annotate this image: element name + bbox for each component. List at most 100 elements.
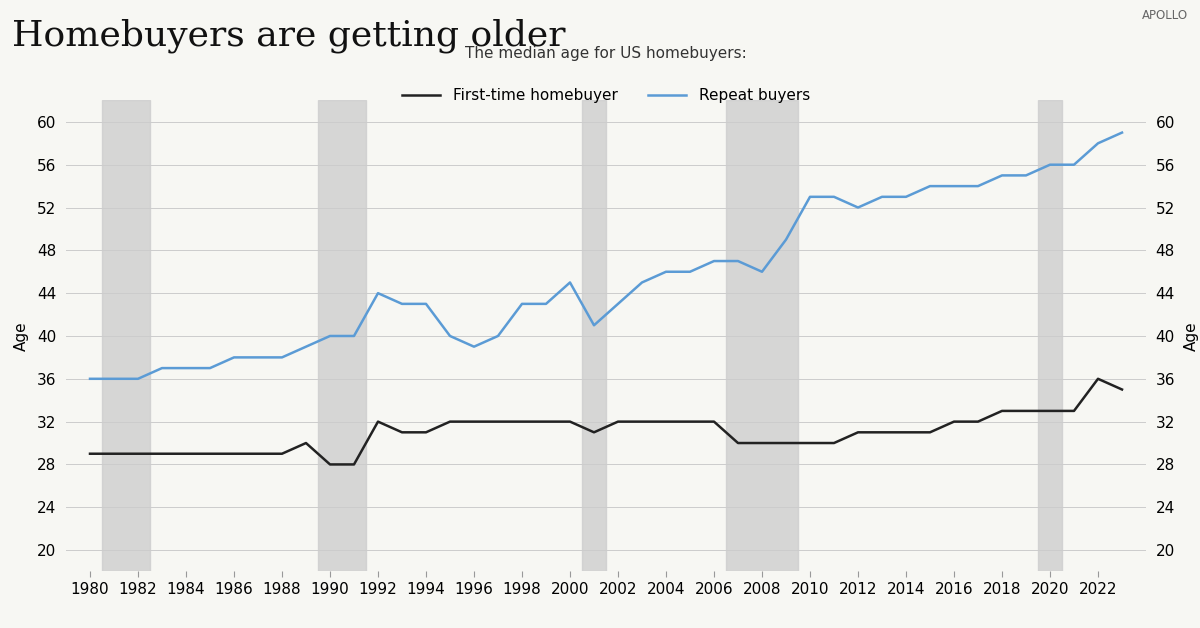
First-time homebuyer xyxy=(371,418,385,425)
Repeat buyers xyxy=(875,193,889,200)
Y-axis label: Age: Age xyxy=(13,321,29,351)
Repeat buyers xyxy=(515,300,529,308)
Repeat buyers xyxy=(155,364,169,372)
First-time homebuyer xyxy=(131,450,145,457)
Repeat buyers xyxy=(107,375,121,382)
Repeat buyers xyxy=(923,182,937,190)
Repeat buyers xyxy=(683,268,697,276)
Repeat buyers xyxy=(251,354,265,361)
Repeat buyers xyxy=(1067,161,1081,168)
Repeat buyers xyxy=(995,171,1009,179)
Repeat buyers xyxy=(227,354,241,361)
First-time homebuyer xyxy=(179,450,193,457)
First-time homebuyer xyxy=(659,418,673,425)
First-time homebuyer xyxy=(731,439,745,447)
Line: First-time homebuyer: First-time homebuyer xyxy=(90,379,1122,465)
Repeat buyers xyxy=(371,290,385,297)
Repeat buyers xyxy=(563,279,577,286)
First-time homebuyer xyxy=(1091,375,1105,382)
First-time homebuyer xyxy=(899,428,913,436)
First-time homebuyer xyxy=(251,450,265,457)
Repeat buyers xyxy=(899,193,913,200)
Bar xyxy=(1038,100,1062,571)
Repeat buyers xyxy=(395,300,409,308)
First-time homebuyer xyxy=(347,461,361,468)
First-time homebuyer xyxy=(83,450,97,457)
First-time homebuyer xyxy=(971,418,985,425)
Text: Homebuyers are getting older: Homebuyers are getting older xyxy=(12,19,565,53)
Repeat buyers xyxy=(731,257,745,265)
First-time homebuyer xyxy=(491,418,505,425)
First-time homebuyer xyxy=(443,418,457,425)
Repeat buyers xyxy=(827,193,841,200)
Repeat buyers xyxy=(179,364,193,372)
First-time homebuyer xyxy=(155,450,169,457)
First-time homebuyer xyxy=(635,418,649,425)
Repeat buyers xyxy=(1115,129,1129,136)
First-time homebuyer xyxy=(323,461,337,468)
Repeat buyers xyxy=(203,364,217,372)
Text: APOLLO: APOLLO xyxy=(1142,9,1188,23)
Repeat buyers xyxy=(347,332,361,340)
First-time homebuyer xyxy=(875,428,889,436)
Repeat buyers xyxy=(1019,171,1033,179)
Repeat buyers xyxy=(971,182,985,190)
Repeat buyers xyxy=(851,203,865,211)
First-time homebuyer xyxy=(803,439,817,447)
First-time homebuyer xyxy=(1115,386,1129,393)
Bar xyxy=(318,100,366,571)
First-time homebuyer xyxy=(395,428,409,436)
First-time homebuyer xyxy=(419,428,433,436)
First-time homebuyer xyxy=(707,418,721,425)
First-time homebuyer xyxy=(611,418,625,425)
First-time homebuyer xyxy=(299,439,313,447)
Repeat buyers xyxy=(275,354,289,361)
First-time homebuyer xyxy=(851,428,865,436)
First-time homebuyer xyxy=(467,418,481,425)
First-time homebuyer xyxy=(539,418,553,425)
Y-axis label: Age: Age xyxy=(1183,321,1199,351)
Repeat buyers xyxy=(131,375,145,382)
Repeat buyers xyxy=(299,343,313,350)
Bar xyxy=(582,100,606,571)
Repeat buyers xyxy=(659,268,673,276)
Repeat buyers xyxy=(83,375,97,382)
Repeat buyers xyxy=(779,236,793,244)
Repeat buyers xyxy=(707,257,721,265)
First-time homebuyer xyxy=(275,450,289,457)
Repeat buyers xyxy=(635,279,649,286)
First-time homebuyer xyxy=(827,439,841,447)
Repeat buyers xyxy=(539,300,553,308)
Line: Repeat buyers: Repeat buyers xyxy=(90,133,1122,379)
Repeat buyers xyxy=(467,343,481,350)
Repeat buyers xyxy=(803,193,817,200)
Bar xyxy=(102,100,150,571)
Repeat buyers xyxy=(755,268,769,276)
First-time homebuyer xyxy=(755,439,769,447)
First-time homebuyer xyxy=(107,450,121,457)
First-time homebuyer xyxy=(995,407,1009,414)
First-time homebuyer xyxy=(587,428,601,436)
First-time homebuyer xyxy=(947,418,961,425)
Repeat buyers xyxy=(419,300,433,308)
First-time homebuyer xyxy=(923,428,937,436)
Repeat buyers xyxy=(611,300,625,308)
First-time homebuyer xyxy=(1019,407,1033,414)
Repeat buyers xyxy=(443,332,457,340)
First-time homebuyer xyxy=(563,418,577,425)
Text: The median age for US homebuyers:: The median age for US homebuyers: xyxy=(466,46,746,62)
Bar xyxy=(726,100,798,571)
Repeat buyers xyxy=(1043,161,1057,168)
Repeat buyers xyxy=(587,322,601,329)
First-time homebuyer xyxy=(1067,407,1081,414)
Repeat buyers xyxy=(1091,139,1105,147)
First-time homebuyer xyxy=(779,439,793,447)
First-time homebuyer xyxy=(1043,407,1057,414)
First-time homebuyer xyxy=(683,418,697,425)
Repeat buyers xyxy=(323,332,337,340)
First-time homebuyer xyxy=(515,418,529,425)
Repeat buyers xyxy=(947,182,961,190)
First-time homebuyer xyxy=(227,450,241,457)
First-time homebuyer xyxy=(203,450,217,457)
Repeat buyers xyxy=(491,332,505,340)
